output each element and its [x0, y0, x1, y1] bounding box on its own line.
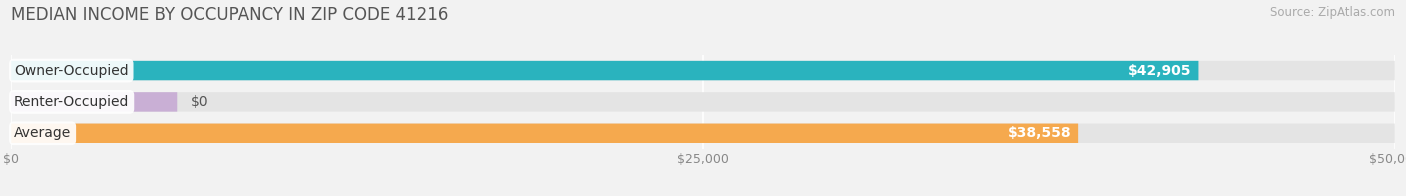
FancyBboxPatch shape [11, 92, 177, 112]
FancyBboxPatch shape [11, 92, 1395, 112]
Text: MEDIAN INCOME BY OCCUPANCY IN ZIP CODE 41216: MEDIAN INCOME BY OCCUPANCY IN ZIP CODE 4… [11, 6, 449, 24]
Text: $38,558: $38,558 [1008, 126, 1071, 140]
Text: $42,905: $42,905 [1128, 64, 1191, 78]
Text: Average: Average [14, 126, 72, 140]
Text: Owner-Occupied: Owner-Occupied [14, 64, 128, 78]
FancyBboxPatch shape [11, 61, 1198, 80]
FancyBboxPatch shape [11, 123, 1395, 143]
FancyBboxPatch shape [11, 123, 1078, 143]
Text: Source: ZipAtlas.com: Source: ZipAtlas.com [1270, 6, 1395, 19]
FancyBboxPatch shape [11, 61, 1395, 80]
Text: Renter-Occupied: Renter-Occupied [14, 95, 129, 109]
Text: $0: $0 [191, 95, 208, 109]
